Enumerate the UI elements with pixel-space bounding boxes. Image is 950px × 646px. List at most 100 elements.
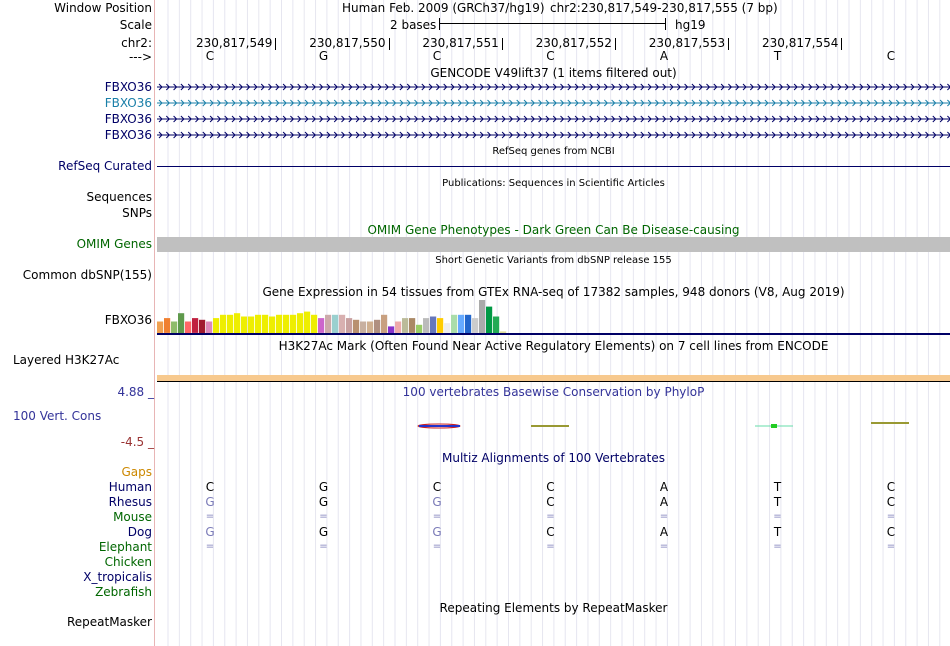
species-label[interactable]: Chicken xyxy=(104,555,152,569)
omim-title[interactable]: OMIM Gene Phenotypes - Dark Green Can Be… xyxy=(367,223,740,237)
gtex-tissue-bar xyxy=(325,314,332,333)
gencode-gene-label-3[interactable]: FBXO36 xyxy=(104,112,152,126)
alignment-base: = xyxy=(886,541,896,552)
alignment-base: = xyxy=(773,541,782,552)
sequences-label[interactable]: Sequences xyxy=(86,190,152,204)
dbsnp-title[interactable]: Short Genetic Variants from dbSNP releas… xyxy=(435,255,672,266)
gtex-tissue-bar xyxy=(388,326,395,333)
scale-label: Scale xyxy=(119,18,152,32)
alignment-base: C xyxy=(546,480,555,494)
alignment-base: = xyxy=(432,541,442,552)
alignment-base: C xyxy=(886,495,896,509)
omim-bar[interactable] xyxy=(157,237,950,252)
alignment-base: G xyxy=(318,525,329,539)
gencode-gene-label-2[interactable]: FBXO36 xyxy=(104,96,152,110)
alignment-base: T xyxy=(773,525,782,539)
gtex-tissue-bar xyxy=(402,318,409,333)
species-label[interactable]: Human xyxy=(108,480,152,494)
position-tick: 230,817,553 xyxy=(649,36,730,50)
gtex-tissue-bar xyxy=(332,314,339,333)
alignment-base: G xyxy=(205,495,215,509)
repeatmasker-label[interactable]: RepeatMasker xyxy=(66,615,152,629)
refseq-line[interactable] xyxy=(157,166,950,167)
gtex-tissue-bar xyxy=(220,314,227,333)
scale-bar xyxy=(439,18,666,32)
gencode-transcripts[interactable] xyxy=(157,80,950,144)
h3k27ac-title[interactable]: H3K27Ac Mark (Often Found Near Active Re… xyxy=(278,339,829,353)
scale-text: 2 bases xyxy=(390,18,437,32)
refseq-label[interactable]: RefSeq Curated xyxy=(58,159,152,173)
species-label[interactable]: Rhesus xyxy=(108,495,152,509)
reference-base: C xyxy=(546,49,555,63)
reference-base: C xyxy=(886,49,896,63)
phylop-label[interactable]: 100 Vert. Cons xyxy=(13,409,102,423)
gtex-tissue-bar xyxy=(472,318,479,333)
snps-label[interactable]: SNPs xyxy=(122,206,152,220)
publications-title[interactable]: Publications: Sequences in Scientific Ar… xyxy=(442,178,665,189)
assembly-title: Human Feb. 2009 (GRCh37/hg19) xyxy=(342,1,545,15)
reference-base: A xyxy=(659,49,669,63)
alignment-base: = xyxy=(432,511,442,522)
alignment-base: A xyxy=(659,480,669,494)
transcript-strand-chevrons xyxy=(158,99,950,107)
dbsnp-label[interactable]: Common dbSNP(155) xyxy=(22,268,152,282)
gtex-tissue-bar xyxy=(283,314,290,333)
scale-db: hg19 xyxy=(675,18,706,32)
h3k27ac-baseline xyxy=(157,381,950,382)
gtex-tissue-bar xyxy=(339,314,346,333)
gencode-gene-label-4[interactable]: FBXO36 xyxy=(104,128,152,142)
gtex-tissue-bar xyxy=(374,319,381,333)
gtex-tissue-bar xyxy=(437,318,444,333)
repeatmasker-title[interactable]: Repeating Elements by RepeatMasker xyxy=(439,601,668,615)
phylop-max: 4.88 _ xyxy=(117,385,154,399)
gtex-tissue-bar xyxy=(164,318,171,333)
gtex-tissue-bar xyxy=(192,318,199,333)
phylop-mark-3b xyxy=(771,424,777,428)
gtex-tissue-bar xyxy=(290,314,297,333)
chrom-label: chr2: xyxy=(121,36,152,50)
gtex-tissue-bar xyxy=(255,314,262,333)
h3k27ac-signal[interactable] xyxy=(157,375,950,382)
gtex-tissue-bar xyxy=(395,321,402,333)
alignment-base: A xyxy=(659,495,669,509)
gtex-tissue-bar xyxy=(157,321,164,333)
alignment-base: = xyxy=(546,511,555,522)
position-tick: 230,817,551 xyxy=(422,36,503,50)
gtex-tissue-bar xyxy=(206,321,213,333)
species-label[interactable]: X_tropicalis xyxy=(83,570,152,584)
position-tick: 230,817,550 xyxy=(309,36,390,50)
alignment-base: C xyxy=(546,525,555,539)
gtex-tissue-bar xyxy=(353,319,360,333)
phylop-title[interactable]: 100 vertebrates Basewise Conservation by… xyxy=(402,385,705,399)
gtex-tissue-bar xyxy=(171,321,178,333)
gtex-tissue-bar xyxy=(248,316,255,333)
alignment-base: = xyxy=(205,541,215,552)
position-text: chr2:230,817,549-230,817,555 (7 bp) xyxy=(550,1,778,15)
gtex-tissue-bar xyxy=(423,318,430,333)
h3k27ac-label[interactable]: Layered H3K27Ac xyxy=(13,353,120,367)
position-tick: 230,817,552 xyxy=(536,36,616,50)
gaps-label[interactable]: Gaps xyxy=(121,465,152,479)
species-label[interactable]: Zebrafish xyxy=(95,585,152,599)
species-label[interactable]: Mouse xyxy=(113,510,152,524)
gtex-bar-chart[interactable] xyxy=(157,300,557,334)
reference-base: T xyxy=(773,49,782,63)
gtex-tissue-bar xyxy=(409,318,416,333)
species-label[interactable]: Dog xyxy=(127,525,152,539)
gencode-gene-label-1[interactable]: FBXO36 xyxy=(104,80,152,94)
omim-label[interactable]: OMIM Genes xyxy=(76,237,152,251)
multiz-title[interactable]: Multiz Alignments of 100 Vertebrates xyxy=(441,451,666,465)
gtex-tissue-bar xyxy=(458,314,465,333)
gtex-tissue-bar xyxy=(262,314,269,333)
gencode-title[interactable]: GENCODE V49lift37 (1 items filtered out) xyxy=(430,66,677,80)
gtex-tissue-bar xyxy=(185,321,192,333)
gtex-tissue-bar xyxy=(346,318,353,333)
gtex-tissue-bar xyxy=(444,323,451,333)
strand-label: ---> xyxy=(128,50,152,64)
refseq-title[interactable]: RefSeq genes from NCBI xyxy=(492,146,615,157)
transcript-strand-chevrons xyxy=(158,131,950,139)
phylop-signal[interactable] xyxy=(157,415,950,435)
gtex-title[interactable]: Gene Expression in 54 tissues from GTEx … xyxy=(262,285,845,299)
gtex-label[interactable]: FBXO36 xyxy=(104,313,152,327)
species-label[interactable]: Elephant xyxy=(98,540,152,554)
